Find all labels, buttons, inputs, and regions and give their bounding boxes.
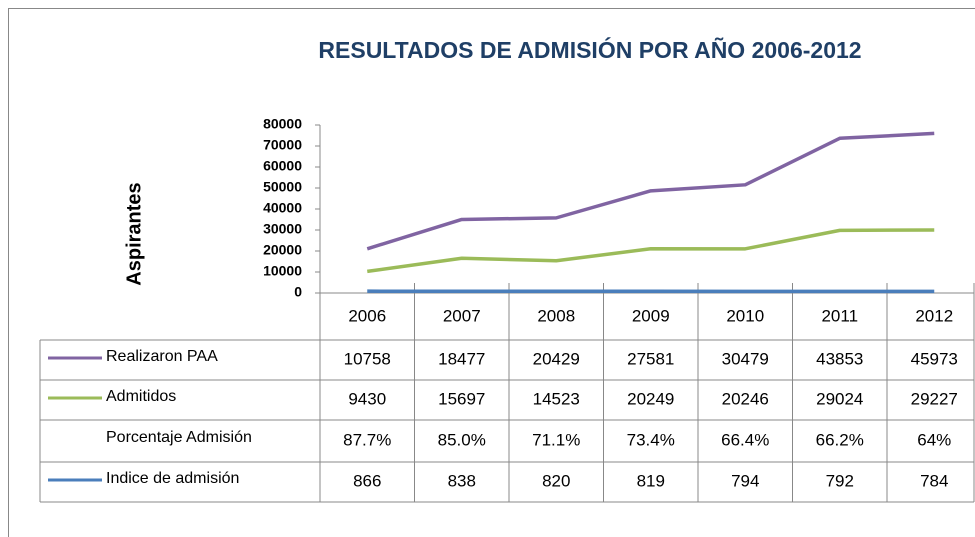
table-value: 29227 — [911, 389, 958, 408]
line — [367, 228, 935, 274]
x-tick-label: 2007 — [443, 306, 481, 325]
y-axis-label: Aspirantes — [123, 182, 145, 285]
table-value: 30479 — [722, 349, 769, 368]
table-value: 27581 — [627, 349, 674, 368]
table-value: 14523 — [533, 389, 580, 408]
table-value: 819 — [637, 471, 665, 490]
y-tick-label: 70000 — [263, 137, 302, 153]
table-value: 71.1% — [532, 430, 580, 449]
x-tick-label: 2006 — [348, 306, 386, 325]
x-tick-label: 2010 — [726, 306, 764, 325]
line — [366, 131, 935, 251]
table-value: 66.4% — [721, 430, 769, 449]
table-value: 794 — [731, 471, 759, 490]
table-value: 66.2% — [816, 430, 864, 449]
table-value: 866 — [353, 471, 381, 490]
x-tick-label: 2009 — [632, 306, 670, 325]
table-value: 18477 — [438, 349, 485, 368]
table-value: 20249 — [627, 389, 674, 408]
x-tick-label: 2012 — [915, 306, 953, 325]
table-value: 20429 — [533, 349, 580, 368]
chart-title: RESULTADOS DE ADMISIÓN POR AÑO 2006-2012 — [318, 36, 861, 63]
x-tick-label: 2008 — [537, 306, 575, 325]
table-value: 792 — [826, 471, 854, 490]
table-value: 87.7% — [343, 430, 391, 449]
table-value: 9430 — [348, 389, 386, 408]
legend-label: Realizaron PAA — [106, 348, 218, 365]
legend-label: Admitidos — [106, 388, 176, 405]
table-value: 15697 — [438, 389, 485, 408]
y-tick-label: 40000 — [263, 200, 302, 216]
table-value: 73.4% — [627, 430, 675, 449]
table-value: 784 — [920, 471, 948, 490]
table-value: 838 — [448, 471, 476, 490]
table-value: 45973 — [911, 349, 958, 368]
y-tick-label: 50000 — [263, 179, 302, 195]
table-value: 43853 — [816, 349, 863, 368]
y-tick-label: 10000 — [263, 263, 302, 279]
table-value: 64% — [917, 430, 951, 449]
legend-label: Indice de admisión — [106, 470, 239, 487]
x-tick-label: 2011 — [821, 306, 858, 325]
table-value: 85.0% — [438, 430, 486, 449]
legend-label: Porcentaje Admisión — [106, 429, 252, 446]
y-tick-label: 0 — [294, 284, 302, 300]
table-value: 29024 — [816, 389, 863, 408]
y-tick-label: 80000 — [263, 116, 302, 132]
chart-frame — [8, 8, 975, 537]
y-tick-label: 30000 — [263, 221, 302, 237]
table-value: 10758 — [344, 349, 391, 368]
table-value: 20246 — [722, 389, 769, 408]
y-tick-label: 60000 — [263, 158, 302, 174]
y-tick-label: 20000 — [263, 242, 302, 258]
table-value: 820 — [542, 471, 570, 490]
